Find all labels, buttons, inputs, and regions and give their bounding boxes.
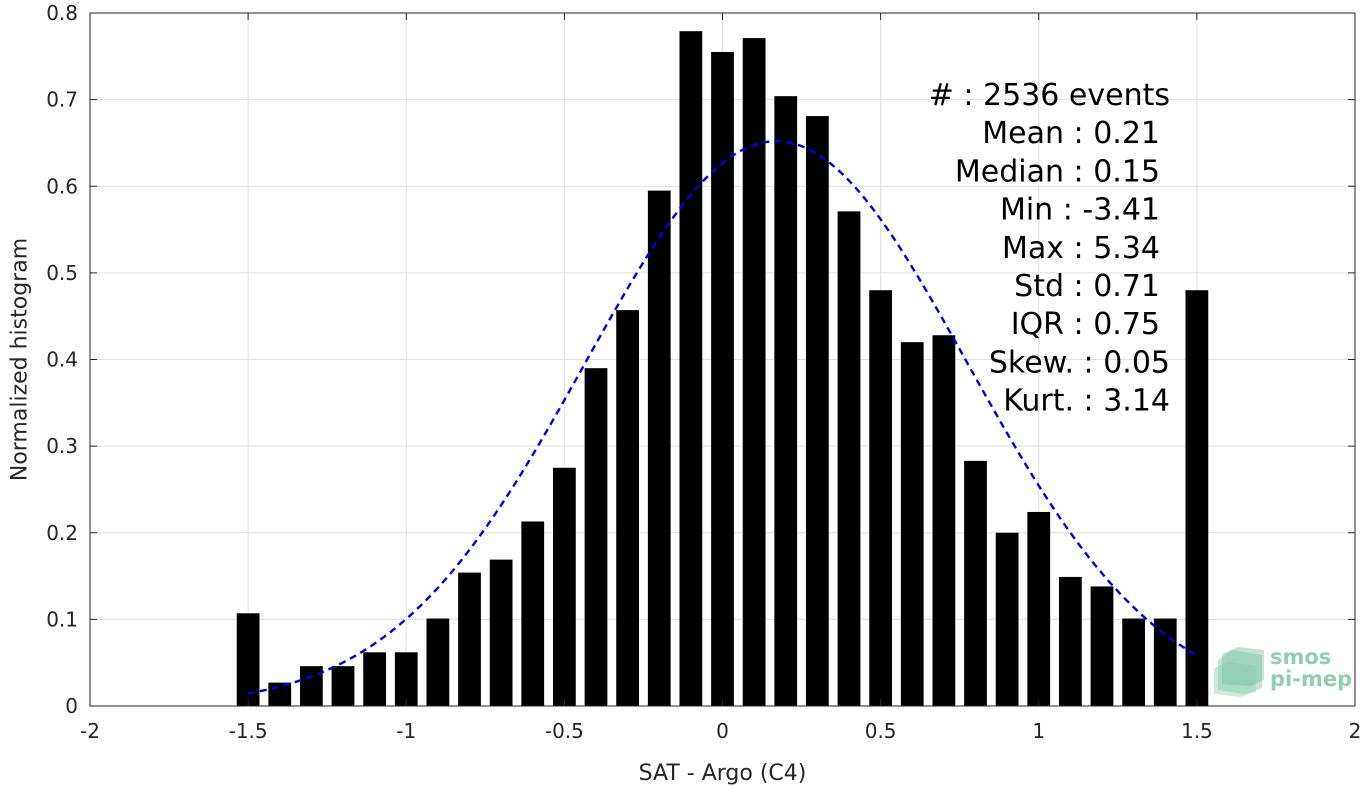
stats-label: Skew. : [989, 345, 1103, 380]
y-tick-label: 0.7 [46, 88, 78, 112]
histogram-bar [711, 51, 734, 706]
histogram-bar [1027, 511, 1051, 706]
histogram-bar [1090, 586, 1114, 706]
axis-ticks: -2 -1.5 -1 -0.5 0 0.5 1 1.5 2 0 0.1 0.2 0.3 0.4 0.5 0.6… [46, 1, 1361, 743]
histogram-bar [774, 96, 798, 706]
histogram-bar [995, 532, 1019, 706]
x-tick-label: -2 [80, 719, 100, 743]
stats-value: 3.14 [1103, 384, 1170, 419]
y-tick-label: 0.3 [46, 434, 78, 458]
histogram-bar [394, 652, 418, 706]
stats-value: 5.34 [1093, 231, 1160, 266]
histogram-bar [236, 613, 260, 706]
stats-label: Min : [1000, 193, 1082, 228]
x-tick-label: 1 [1032, 719, 1045, 743]
histogram-bar [521, 521, 545, 706]
smos-pi-mep-logo: smos pi-mep [1214, 645, 1352, 697]
histogram-bar [647, 190, 671, 707]
histogram-bar [331, 666, 355, 706]
histogram-bar [616, 310, 640, 706]
stats-value: 0.21 [1093, 116, 1160, 151]
stats-label: Std : [1014, 269, 1093, 304]
stats-label: Max : [1002, 231, 1093, 266]
histogram-bar [489, 559, 513, 706]
x-tick-label: -1.5 [229, 719, 268, 743]
histogram-bar [742, 38, 766, 706]
stats-line: # : 2536 events [929, 78, 1170, 113]
histogram-bar [679, 31, 703, 707]
stats-value: 0.71 [1093, 269, 1160, 304]
histogram-bar [458, 572, 481, 706]
histogram-bar [900, 342, 924, 706]
histogram-bar [805, 116, 829, 707]
histogram-bar [363, 652, 387, 706]
x-tick-label: -1 [396, 719, 416, 743]
stats-line: Kurt. : 3.14 [1003, 384, 1170, 419]
x-tick-label: 1.5 [1181, 719, 1213, 743]
stats-line: IQR : 0.75 [1011, 307, 1160, 342]
stats-line: Std : 0.71 [1014, 269, 1160, 304]
histogram-bar [1058, 576, 1082, 706]
stats-line: Median : 0.15 [955, 154, 1160, 189]
stats-line: Max : 5.34 [1002, 231, 1160, 266]
x-axis-label: SAT - Argo (C4) [639, 761, 807, 786]
logo-text-line1: smos [1270, 645, 1331, 669]
stats-value: 0.15 [1093, 154, 1160, 189]
histogram-bar [837, 211, 861, 706]
histogram-bar [268, 682, 292, 706]
stats-label: Kurt. : [1003, 384, 1103, 419]
histogram-bar [932, 335, 956, 706]
histogram-bar [552, 467, 576, 706]
histogram-bar [584, 368, 608, 706]
x-tick-label: 2 [1349, 719, 1362, 743]
histogram-bar [964, 460, 987, 706]
stats-value: 0.05 [1103, 345, 1170, 380]
y-tick-label: 0.4 [46, 348, 78, 372]
stats-line: Skew. : 0.05 [989, 345, 1170, 380]
stats-value: 2536 events [983, 78, 1170, 113]
x-tick-label: 0 [716, 719, 729, 743]
histogram-bar [426, 618, 450, 706]
logo-text-line2: pi-mep [1270, 667, 1352, 691]
logo-wave-icon [1214, 647, 1264, 697]
stats-value: -3.41 [1082, 193, 1160, 228]
y-tick-label: 0.5 [46, 261, 78, 285]
y-tick-label: 0.6 [46, 174, 78, 198]
histogram-bars [236, 31, 1209, 707]
histogram-bar [869, 290, 893, 706]
stats-value: 0.75 [1093, 307, 1160, 342]
histogram-bar [1122, 618, 1146, 706]
gaussian-fit-curve [247, 140, 1198, 695]
y-tick-label: 0.8 [46, 1, 78, 25]
y-tick-label: 0 [65, 694, 78, 718]
stats-line: Mean : 0.21 [982, 116, 1160, 151]
stats-label: IQR : [1011, 307, 1094, 342]
stats-line: Min : -3.41 [1000, 193, 1160, 228]
x-tick-label: 0.5 [865, 719, 897, 743]
x-tick-label: -0.5 [545, 719, 584, 743]
y-tick-label: 0.2 [46, 521, 78, 545]
stats-label: Mean : [982, 116, 1093, 151]
histogram-bar [299, 666, 323, 706]
histogram-bar [1153, 618, 1177, 706]
histogram-bar [1185, 290, 1209, 706]
stats-label: # : [929, 78, 983, 113]
y-tick-label: 0.1 [46, 607, 78, 631]
stats-label: Median : [955, 154, 1093, 189]
y-axis-label: Normalized histogram [8, 238, 33, 481]
